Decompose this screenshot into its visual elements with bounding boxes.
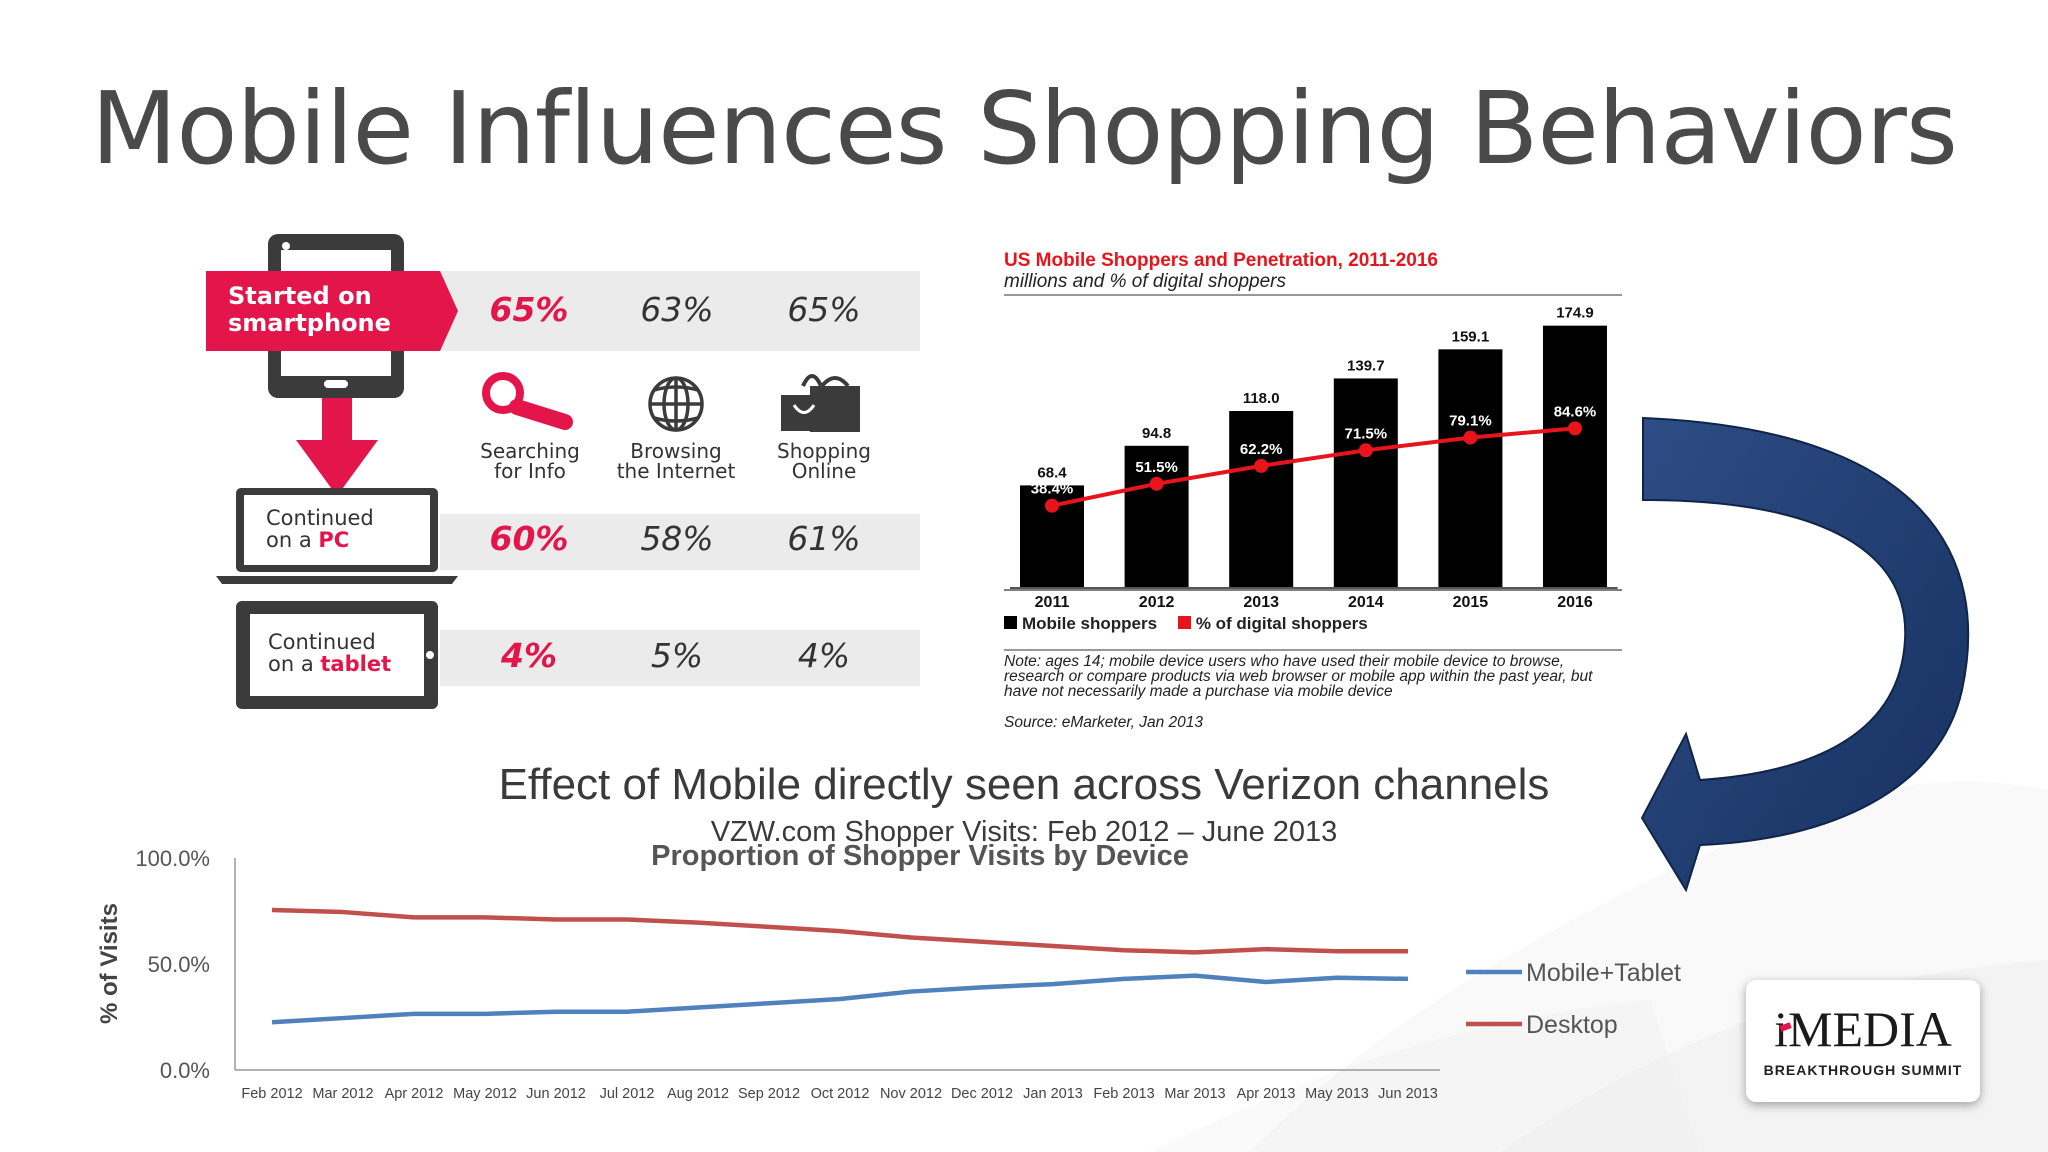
x-tick-label: Aug 2012 (667, 1086, 729, 1102)
magnifier-icon (482, 372, 573, 430)
legend-swatch-mobile-shoppers (1004, 616, 1017, 629)
penetration-line (1051, 426, 1576, 508)
penetration-point-2012 (1149, 476, 1164, 491)
y-tick-label: 0.0% (160, 1058, 210, 1083)
y-tick-label: 100.0% (135, 846, 210, 871)
tablet-icon (236, 601, 438, 709)
x-tick-label: Jul 2012 (600, 1086, 655, 1102)
x-tick-label: May 2012 (453, 1086, 517, 1102)
shopping-bag-icon (781, 374, 860, 432)
bar-2012 (1124, 445, 1189, 588)
tablet-value-shop: 4% (797, 636, 851, 675)
penetration-label-2016: 84.6% (1554, 403, 1597, 420)
x-tick-label: Feb 2012 (241, 1086, 302, 1102)
imedia-logo: iMEDIA BREAKTHROUGH SUMMIT (1746, 980, 1980, 1102)
emarketer-note: Note: ages 14; mobile device users who h… (1004, 653, 1593, 700)
started-value-search: 65% (489, 290, 569, 329)
started-value-shop: 65% (787, 290, 861, 329)
emarketer-source: Source: eMarketer, Jan 2013 (1004, 714, 1204, 731)
started-banner (206, 271, 458, 351)
penetration-point-2015 (1463, 430, 1478, 445)
x-tick-label: Feb 2013 (1093, 1086, 1154, 1102)
legend-label: Mobile+Tablet (1526, 959, 1681, 987)
pc-value-search: 60% (489, 519, 569, 558)
penetration-label-2015: 79.1% (1449, 413, 1492, 430)
x-tick-label: May 2013 (1305, 1086, 1369, 1102)
verizon-chart-title: Proportion of Shopper Visits by Device (651, 840, 1189, 872)
penetration-label-2014: 71.5% (1345, 425, 1388, 442)
x-tick-label: Sep 2012 (738, 1086, 800, 1102)
bar-label-2014: 139.7 (1347, 357, 1385, 374)
series-line-desktop (271, 907, 1408, 955)
bar-label-2016: 174.9 (1556, 305, 1594, 322)
x-tick-label: Mar 2012 (312, 1086, 373, 1102)
bar-label-2012: 94.8 (1142, 425, 1171, 442)
bar-2014 (1333, 378, 1398, 588)
pc-label: Continued on a PC (266, 506, 374, 552)
bar-2013 (1229, 411, 1294, 588)
x-tick-label: Oct 2012 (811, 1086, 870, 1102)
emarketer-subtitle: millions and % of digital shoppers (1004, 271, 1286, 292)
imedia-logo-tagline: BREAKTHROUGH SUMMIT (1763, 1062, 1963, 1078)
tablet-label: Continued on a tablet (268, 630, 392, 676)
arrow-down-icon (296, 398, 378, 496)
y-tick-label: 50.0% (148, 952, 210, 977)
globe-icon (648, 376, 704, 432)
legend-swatch-penetration (1177, 616, 1191, 629)
visits-ylabel: % of Visits (96, 903, 123, 1024)
laptop-icon (216, 488, 458, 584)
x-tick-label: Jun 2012 (526, 1086, 586, 1102)
bar-label-2013: 118.0 (1243, 390, 1280, 407)
x-tick-label: Jun 2013 (1378, 1086, 1438, 1102)
verizon-title: Effect of Mobile directly seen across Ve… (498, 760, 1550, 809)
x-tick-label: Dec 2012 (951, 1086, 1013, 1102)
emarketer-legend: Mobile shoppers % of digital shoppers (1004, 614, 1368, 634)
started-band (440, 271, 920, 351)
x-tick-label: Jan 2013 (1023, 1086, 1083, 1102)
x-tick-2015: 2015 (1453, 594, 1489, 611)
x-tick-2013: 2013 (1243, 594, 1279, 611)
x-tick-label: Nov 2012 (880, 1086, 942, 1102)
started-value-browse: 63% (640, 290, 714, 329)
x-tick-label: Mar 2013 (1164, 1086, 1225, 1102)
x-tick-2012: 2012 (1139, 594, 1175, 611)
bar-label-2011: 68.4 (1037, 464, 1067, 481)
verizon-subtitle: VZW.com Shopper Visits: Feb 2012 – June … (710, 816, 1338, 848)
pc-band (440, 514, 920, 570)
penetration-point-2014 (1358, 443, 1373, 458)
x-tick-2014: 2014 (1348, 594, 1384, 611)
tablet-value-browse: 5% (650, 636, 704, 675)
tablet-value-search: 4% (500, 636, 558, 675)
penetration-label-2012: 51.5% (1135, 459, 1178, 476)
emarketer-title: US Mobile Shoppers and Penetration, 2011… (1004, 250, 1438, 271)
tablet-band (440, 630, 920, 686)
penetration-point-2013 (1254, 458, 1269, 473)
category-label-shop: Shopping Online (777, 439, 871, 483)
bar-2015 (1438, 349, 1503, 588)
bar-2016 (1543, 325, 1607, 588)
penetration-point-2016 (1568, 421, 1582, 436)
category-label-browse: Browsing the Internet (616, 439, 736, 483)
bar-label-2015: 159.1 (1452, 328, 1490, 345)
x-tick-label: Apr 2012 (385, 1086, 444, 1102)
x-tick-2016: 2016 (1557, 594, 1593, 611)
started-label: Started on smartphone (228, 282, 391, 337)
pc-value-shop: 61% (787, 519, 861, 558)
series-line-mobile-tablet (271, 973, 1409, 1025)
x-tick-label: Apr 2013 (1237, 1086, 1296, 1102)
legend-label: Desktop (1526, 1011, 1618, 1039)
pc-value-browse: 58% (640, 519, 714, 558)
penetration-point-2011 (1045, 498, 1059, 513)
slide-title: Mobile Influences Shopping Behaviors (91, 70, 1958, 187)
category-label-search: Searching for Info (480, 439, 580, 483)
imedia-logo-name: iMEDIA (1774, 1001, 1952, 1057)
penetration-label-2011: 38.4% (1031, 481, 1074, 498)
x-tick-2011: 2011 (1035, 594, 1070, 611)
penetration-label-2013: 62.2% (1240, 441, 1283, 458)
